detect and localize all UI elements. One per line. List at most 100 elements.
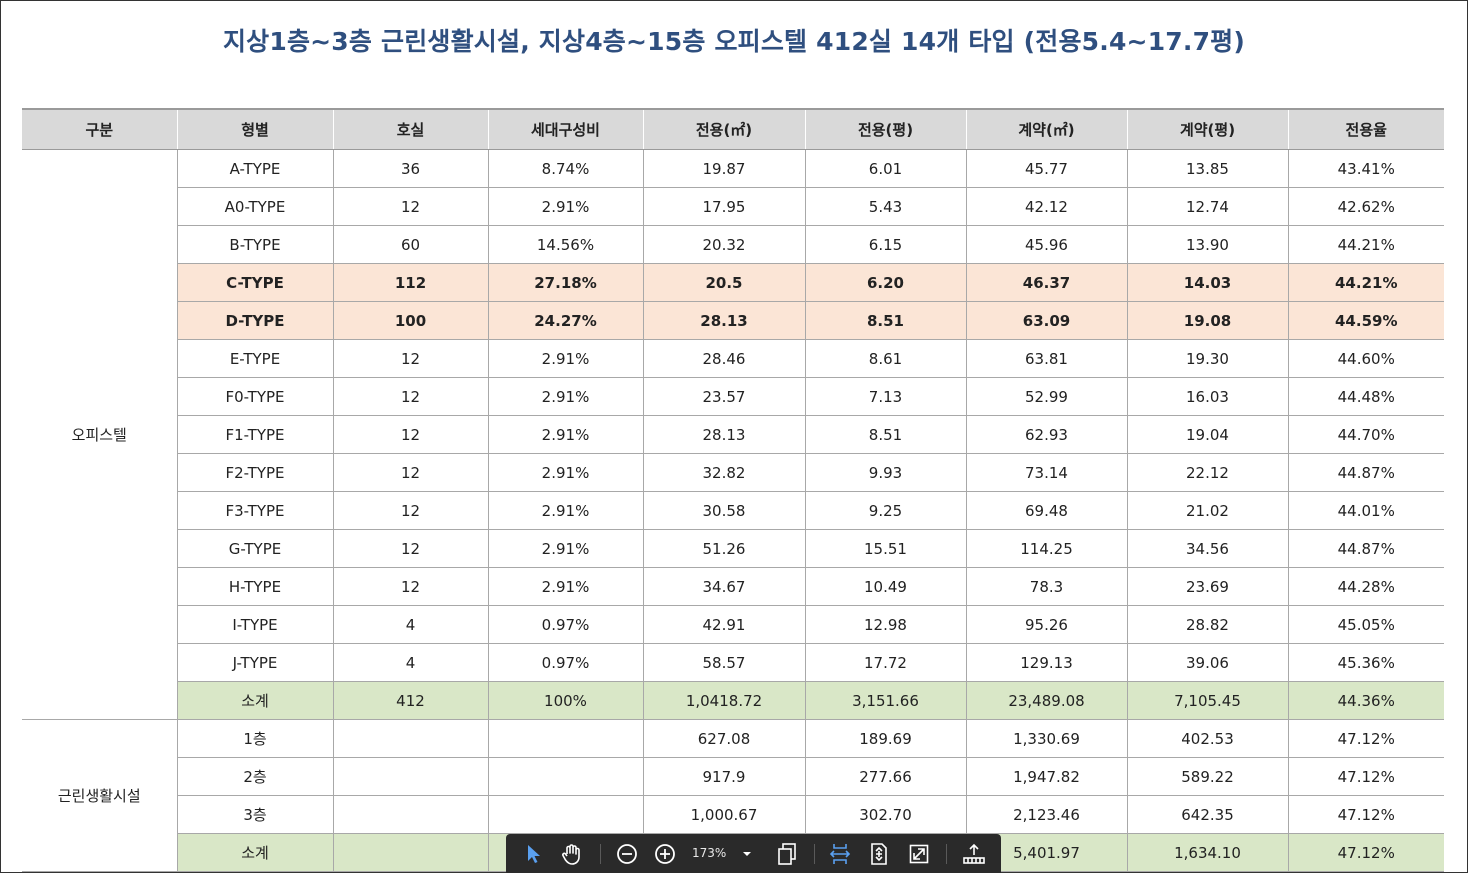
value-cell: 44.60% <box>1287 339 1444 378</box>
type-cell: 1층 <box>176 719 334 758</box>
value-cell: 51.26 <box>642 529 806 568</box>
zoom-dropdown-icon[interactable] <box>740 834 754 873</box>
zoom-in-icon[interactable] <box>652 834 678 873</box>
group-label-cell: 근린생활시설 <box>22 719 178 872</box>
value-cell: 14.03 <box>1126 263 1289 302</box>
value-cell: 402.53 <box>1126 719 1289 758</box>
value-cell: 12.98 <box>804 605 967 644</box>
value-cell: 17.72 <box>804 643 967 682</box>
value-cell: 2.91% <box>487 187 644 226</box>
value-cell: 95.26 <box>965 605 1128 644</box>
value-cell: 0.97% <box>487 643 644 682</box>
value-cell: 189.69 <box>804 719 967 758</box>
value-cell: 28.13 <box>642 301 806 340</box>
value-cell: 20.32 <box>642 225 806 264</box>
value-cell: 1,330.69 <box>965 719 1128 758</box>
table-row: 3층 1,000.67 302.70 2,123.46 642.35 47.12% <box>22 795 1444 834</box>
value-cell: 21.02 <box>1126 491 1289 530</box>
value-cell: 642.35 <box>1126 795 1289 834</box>
value-cell: 12 <box>332 187 489 226</box>
table-row: E-TYPE 12 2.91% 28.46 8.61 63.81 19.30 44.60% <box>22 339 1444 378</box>
type-cell: A0-TYPE <box>176 187 334 226</box>
value-cell <box>332 795 489 834</box>
type-cell: H-TYPE <box>176 567 334 606</box>
zoom-out-icon[interactable] <box>614 834 640 873</box>
value-cell: 12.74 <box>1126 187 1289 226</box>
value-cell: 6.15 <box>804 225 967 264</box>
header-cell: 계약(㎡) <box>965 108 1127 150</box>
value-cell: 4 <box>332 643 489 682</box>
table-row: D-TYPE 100 24.27% 28.13 8.51 63.09 19.08 44.59% <box>22 301 1444 340</box>
value-cell: 34.56 <box>1126 529 1289 568</box>
header-cell: 전용(㎡) <box>642 108 805 150</box>
value-cell: 627.08 <box>642 719 806 758</box>
document-title: 지상1층~3층 근린생활시설, 지상4층~15층 오피스텔 412실 14개 타… <box>222 27 1246 56</box>
zoom-level-label[interactable]: 173% <box>692 846 727 860</box>
hand-tool-icon[interactable] <box>558 834 586 873</box>
value-cell: 58.57 <box>642 643 806 682</box>
type-cell: F0-TYPE <box>176 377 334 416</box>
table-row: 오피스텔 A-TYPE 36 8.74% 19.87 6.01 45.77 13.85 43.4… <box>22 149 1444 720</box>
value-cell: 62.93 <box>965 415 1128 454</box>
value-cell: 16.03 <box>1126 377 1289 416</box>
value-cell: 23.57 <box>642 377 806 416</box>
value-cell: 8.61 <box>804 339 967 378</box>
table-row: F2-TYPE 12 2.91% 32.82 9.93 73.14 22.12 44.87% <box>22 453 1444 492</box>
value-cell: 302.70 <box>804 795 967 834</box>
value-cell: 114.25 <box>965 529 1128 568</box>
value-cell: 12 <box>332 453 489 492</box>
fit-width-icon[interactable] <box>826 834 854 873</box>
value-cell: 917.9 <box>642 757 806 796</box>
value-cell <box>332 833 489 872</box>
value-cell <box>487 757 644 796</box>
value-cell <box>332 757 489 796</box>
value-cell: 7,105.45 <box>1126 681 1289 720</box>
type-cell: 소계 <box>176 681 334 720</box>
value-cell <box>332 719 489 758</box>
value-cell: 2.91% <box>487 491 644 530</box>
value-cell: 2.91% <box>487 529 644 568</box>
value-cell: 15.51 <box>804 529 967 568</box>
value-cell: 9.93 <box>804 453 967 492</box>
table-row: J-TYPE 4 0.97% 58.57 17.72 129.13 39.06 45.36% <box>22 643 1444 682</box>
value-cell: 44.01% <box>1287 491 1444 530</box>
unit-spec-table: 구분 형별 호실 세대구성비 전용(㎡) 전용(평) 계약(㎡) 계약(평) 전… <box>22 108 1444 872</box>
value-cell: 78.3 <box>965 567 1128 606</box>
select-cursor-icon[interactable] <box>522 834 546 873</box>
value-cell: 19.08 <box>1126 301 1289 340</box>
type-cell: 소계 <box>176 833 334 872</box>
header-cell: 계약(평) <box>1126 108 1288 150</box>
value-cell: 17.95 <box>642 187 806 226</box>
header-cell: 형별 <box>176 108 333 150</box>
value-cell: 1,0418.72 <box>642 681 806 720</box>
value-cell: 5.43 <box>804 187 967 226</box>
value-cell: 7.13 <box>804 377 967 416</box>
value-cell: 277.66 <box>804 757 967 796</box>
header-cell: 세대구성비 <box>487 108 643 150</box>
value-cell: 1,000.67 <box>642 795 806 834</box>
table-row: F1-TYPE 12 2.91% 28.13 8.51 62.93 19.04 44.70% <box>22 415 1444 454</box>
table-row: C-TYPE 112 27.18% 20.5 6.20 46.37 14.03 44.21% <box>22 263 1444 302</box>
value-cell: 45.36% <box>1287 643 1444 682</box>
value-cell: 1,634.10 <box>1126 833 1289 872</box>
export-icon[interactable] <box>960 834 988 873</box>
header-cell: 전용율 <box>1287 108 1444 150</box>
value-cell: 42.12 <box>965 187 1128 226</box>
fit-page-icon[interactable] <box>866 834 892 873</box>
pdf-viewer-toolbar: 173% <box>506 834 1001 873</box>
value-cell: 19.30 <box>1126 339 1289 378</box>
value-cell: 8.51 <box>804 301 967 340</box>
type-cell: B-TYPE <box>176 225 334 264</box>
value-cell: 2.91% <box>487 415 644 454</box>
type-cell: A-TYPE <box>176 149 334 188</box>
fullscreen-icon[interactable] <box>906 834 932 873</box>
value-cell: 0.97% <box>487 605 644 644</box>
value-cell: 43.41% <box>1287 149 1444 188</box>
value-cell: 69.48 <box>965 491 1128 530</box>
type-cell: 2층 <box>176 757 334 796</box>
value-cell: 42.91 <box>642 605 806 644</box>
table-row: A0-TYPE 12 2.91% 17.95 5.43 42.12 12.74 42.62% <box>22 187 1444 226</box>
type-cell: F1-TYPE <box>176 415 334 454</box>
value-cell: 2.91% <box>487 567 644 606</box>
page-view-icon[interactable] <box>774 834 800 873</box>
